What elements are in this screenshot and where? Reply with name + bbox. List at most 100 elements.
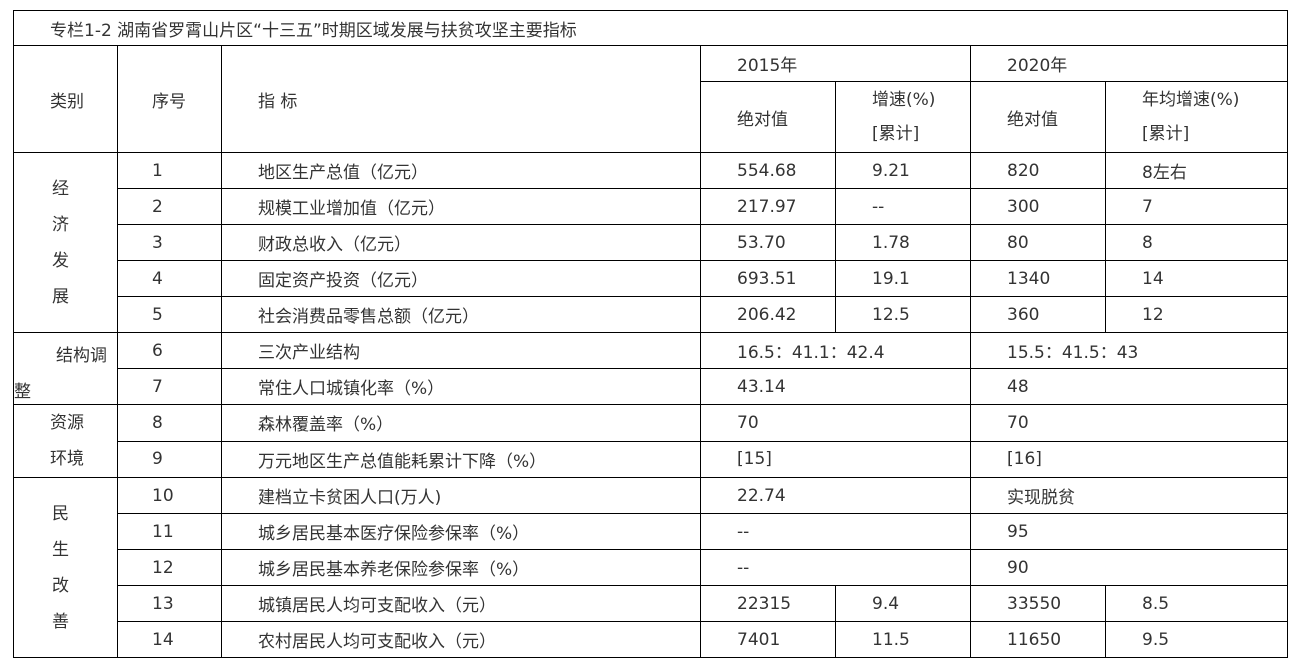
category-economy-char: 济: [52, 214, 69, 235]
row-indicator: 万元地区生产总值能耗累计下降（%）: [221, 440, 701, 478]
category-environment-line1: 资源: [50, 413, 84, 433]
row-growth-2015: 19.1: [835, 260, 971, 297]
row-growth-2015: 11.5: [835, 621, 971, 658]
category-livelihood-char: 民: [52, 503, 69, 524]
indicator-table: 专栏1-2 湖南省罗霄山片区“十三五”时期区域发展与扶贫攻坚主要指标 类别 序号…: [12, 10, 1289, 658]
category-economy: 经 济 发 展: [13, 152, 118, 333]
row-growth-2020: 8左右: [1104, 152, 1289, 189]
row-value-2015: 554.68: [700, 152, 836, 189]
row-serial: 10: [117, 477, 222, 514]
row-indicator: 城乡居民基本养老保险参保率（%）: [221, 549, 701, 586]
row-value-2020: 48: [969, 368, 1289, 405]
row-indicator: 建档立卡贫困人口(万人): [221, 477, 701, 514]
row-growth-2020: 7: [1104, 188, 1289, 225]
row-value-2015: 22.74: [700, 477, 971, 514]
row-indicator: 农村居民人均可支配收入（元）: [221, 621, 701, 658]
row-value-2020: 820: [970, 152, 1106, 189]
header-abs-2015: 绝对值: [700, 81, 836, 153]
category-structure-line2: 整: [14, 382, 31, 402]
header-avg-growth-line2: [累计]: [1142, 124, 1190, 144]
category-livelihood-char: 生: [52, 539, 69, 560]
row-growth-2015: 9.4: [835, 585, 971, 622]
row-value-2020: 实现脱贫: [969, 477, 1289, 514]
row-serial: 4: [117, 260, 222, 297]
row-indicator: 常住人口城镇化率（%）: [221, 368, 701, 405]
row-value-2020: 360: [970, 296, 1106, 333]
row-serial: 12: [117, 549, 222, 586]
row-value-2020: 70: [969, 404, 1289, 442]
row-value-2015: 7401: [700, 621, 836, 658]
row-value-2015: 217.97: [700, 188, 836, 225]
header-indicator: 指 标: [221, 45, 701, 153]
category-livelihood-char: 改: [52, 575, 69, 596]
row-serial: 2: [117, 188, 222, 225]
row-growth-2015: 12.5: [835, 296, 971, 333]
category-environment-line2: 环境: [50, 449, 84, 469]
row-indicator: 社会消费品零售总额（亿元）: [221, 296, 701, 333]
row-indicator: 规模工业增加值（亿元）: [221, 188, 701, 225]
row-growth-2020: 14: [1104, 260, 1289, 297]
header-avg-growth-2020: 年均增速(%) [累计]: [1104, 81, 1289, 153]
category-economy-char: 经: [52, 178, 69, 199]
header-growth-2015: 增速(%) [累计]: [835, 81, 971, 153]
row-indicator: 城镇居民人均可支配收入（元）: [221, 585, 701, 622]
row-growth-2020: 9.5: [1104, 621, 1289, 658]
category-livelihood-char: 善: [52, 611, 69, 632]
row-value-2020: 95: [969, 513, 1289, 550]
category-environment: 资源 环境: [13, 404, 118, 478]
row-growth-2015: --: [835, 188, 971, 225]
row-value-2015: 43.14: [700, 368, 971, 405]
header-growth-line1: 增速(%): [872, 90, 936, 110]
row-serial: 14: [117, 621, 222, 658]
header-year-2020: 2020年: [969, 45, 1289, 82]
row-serial: 6: [117, 332, 222, 369]
row-growth-2015: 9.21: [835, 152, 971, 189]
row-serial: 7: [117, 368, 222, 405]
row-value-2015: 693.51: [700, 260, 836, 297]
row-serial: 5: [117, 296, 222, 333]
row-value-2015: 16.5：41.1：42.4: [700, 332, 971, 369]
row-value-2020: [16]: [969, 440, 1289, 478]
row-indicator: 城乡居民基本医疗保险参保率（%）: [221, 513, 701, 550]
row-serial: 11: [117, 513, 222, 550]
row-value-2015: 53.70: [700, 224, 836, 261]
row-value-2015: --: [700, 549, 971, 586]
category-structure-line1: 结构调: [56, 346, 107, 366]
row-indicator: 财政总收入（亿元）: [221, 224, 701, 261]
header-serial: 序号: [117, 45, 222, 153]
row-indicator: 地区生产总值（亿元）: [221, 152, 701, 189]
row-value-2015: [15]: [700, 440, 971, 478]
header-avg-growth-line1: 年均增速(%): [1142, 90, 1240, 110]
header-category: 类别: [13, 45, 118, 153]
row-serial: 8: [117, 404, 222, 442]
row-growth-2020: 12: [1104, 296, 1289, 333]
category-structure: 结构调 整: [13, 332, 118, 405]
row-value-2020: 1340: [970, 260, 1106, 297]
row-value-2020: 90: [969, 549, 1289, 586]
row-indicator: 固定资产投资（亿元）: [221, 260, 701, 297]
row-value-2020: 15.5：41.5：43: [969, 332, 1289, 369]
row-value-2015: 70: [700, 404, 971, 442]
row-value-2015: --: [700, 513, 971, 550]
row-indicator: 三次产业结构: [221, 332, 701, 369]
row-indicator: 森林覆盖率（%）: [221, 404, 701, 442]
row-value-2020: 11650: [970, 621, 1106, 658]
row-value-2015: 22315: [700, 585, 836, 622]
row-serial: 1: [117, 152, 222, 189]
table-title: 专栏1-2 湖南省罗霄山片区“十三五”时期区域发展与扶贫攻坚主要指标: [12, 10, 1289, 46]
header-growth-line2: [累计]: [872, 124, 920, 144]
header-year-2015: 2015年: [700, 45, 971, 82]
category-economy-char: 发: [52, 250, 69, 271]
row-value-2020: 80: [970, 224, 1106, 261]
category-economy-char: 展: [52, 286, 69, 307]
header-abs-2020: 绝对值: [970, 81, 1106, 153]
row-value-2020: 300: [970, 188, 1106, 225]
row-value-2015: 206.42: [700, 296, 836, 333]
row-growth-2020: 8.5: [1104, 585, 1289, 622]
row-growth-2020: 8: [1104, 224, 1289, 261]
category-livelihood: 民 生 改 善: [13, 477, 118, 658]
row-value-2020: 33550: [970, 585, 1106, 622]
row-serial: 9: [117, 440, 222, 478]
row-growth-2015: 1.78: [835, 224, 971, 261]
row-serial: 13: [117, 585, 222, 622]
